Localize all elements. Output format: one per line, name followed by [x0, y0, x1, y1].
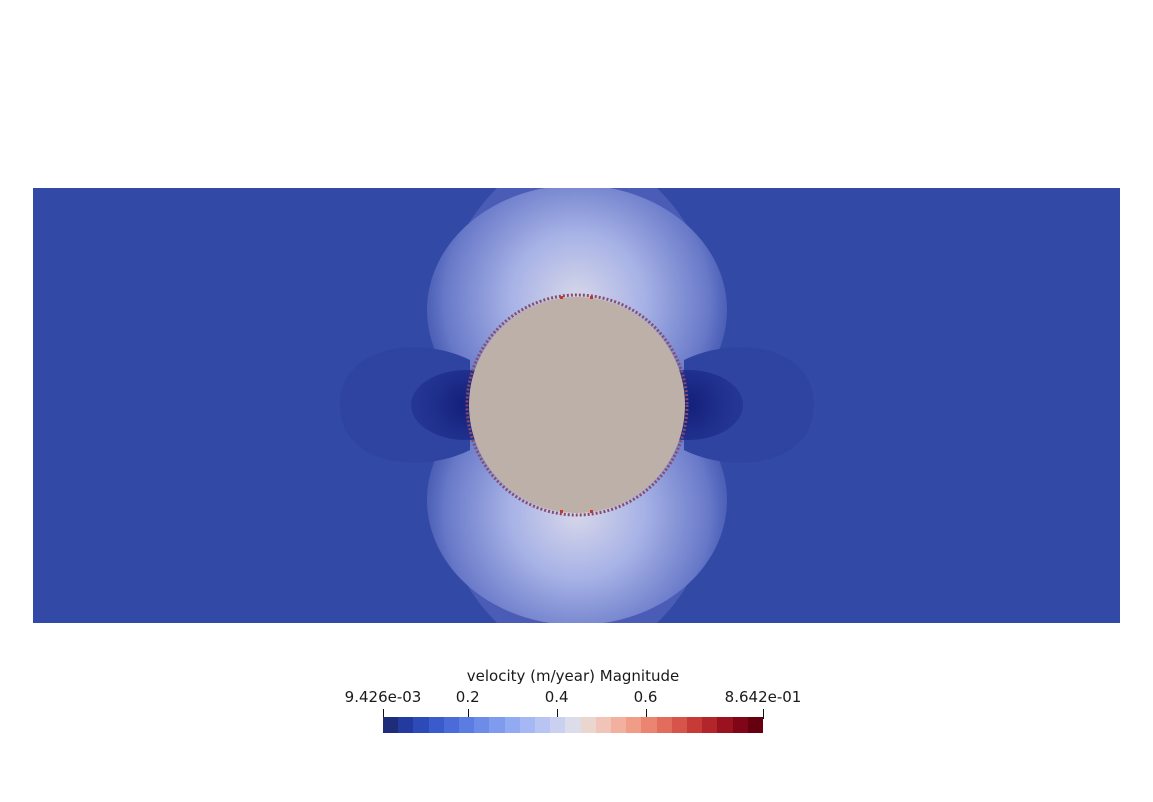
- colormap-segment: [671, 717, 688, 733]
- colormap-segment: [413, 717, 429, 733]
- scalar-bar-legend: velocity (m/year) Magnitude 9.426e-03 0.2…: [330, 660, 820, 750]
- scalar-bar-colormap: [383, 717, 764, 733]
- colormap-segment: [519, 717, 536, 733]
- colormap-segment: [641, 717, 657, 733]
- colormap-segment: [580, 717, 596, 733]
- colormap-segment: [702, 717, 718, 733]
- colormap-segment: [732, 717, 748, 733]
- scalar-bar-tick-label: 0.6: [633, 688, 658, 706]
- colormap-segment: [459, 717, 475, 733]
- colormap-segment: [474, 717, 490, 733]
- colormap-segment: [747, 717, 764, 733]
- colormap-segment: [626, 717, 642, 733]
- colormap-segment: [550, 717, 566, 733]
- colormap-segment: [504, 717, 520, 733]
- scalar-bar-tick-mark: [557, 709, 558, 719]
- rigid-inclusion: [469, 297, 685, 513]
- scalar-bar-tick-mark: [383, 709, 384, 719]
- colormap-segment: [428, 717, 444, 733]
- colormap-segment: [443, 717, 460, 733]
- colormap-segment: [398, 717, 414, 733]
- scalar-bar-title: velocity (m/year) Magnitude: [466, 667, 680, 685]
- scalar-bar-tick-mark: [646, 709, 647, 719]
- colormap-segment: [565, 717, 581, 733]
- scalar-bar-tick-label: 8.642e-01: [724, 688, 802, 706]
- colormap-segment: [656, 717, 672, 733]
- inclusion-boundary-ring: [465, 293, 689, 517]
- colormap-segment: [535, 717, 551, 733]
- scalar-bar-tick-label: 0.4: [544, 688, 569, 706]
- colormap-segment: [717, 717, 733, 733]
- colormap-segment: [611, 717, 627, 733]
- scalar-bar-tick-mark: [468, 709, 469, 719]
- colormap-segment: [687, 717, 703, 733]
- velocity-field: [33, 188, 1120, 623]
- colormap-segment: [383, 717, 399, 733]
- colormap-segment: [489, 717, 505, 733]
- scalar-bar-tick-mark: [763, 709, 764, 719]
- colormap-segment: [595, 717, 612, 733]
- boundary-artifacts: [560, 296, 593, 513]
- scalar-bar-tick-label: 0.2: [455, 688, 480, 706]
- scalar-bar-tick-label: 9.426e-03: [344, 688, 422, 706]
